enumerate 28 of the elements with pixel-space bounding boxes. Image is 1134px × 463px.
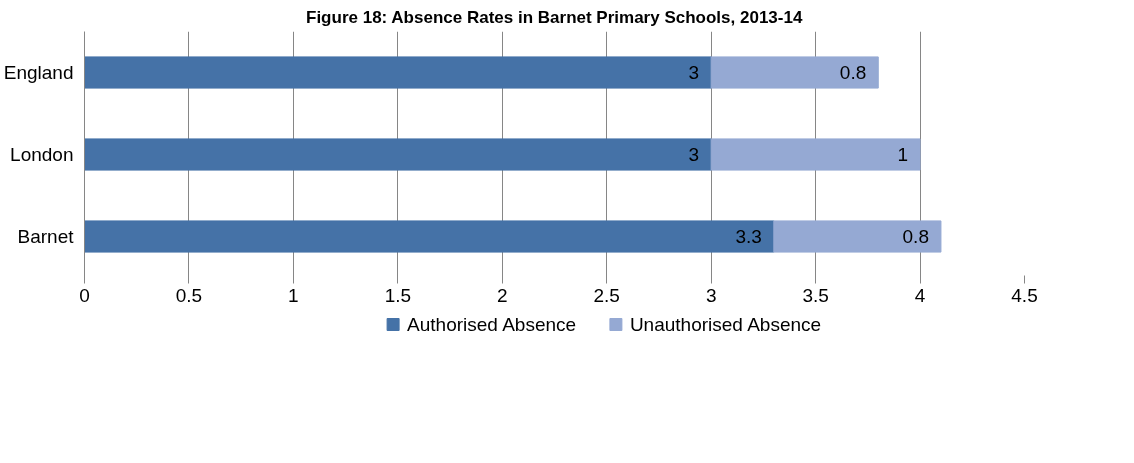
bar (84, 138, 712, 171)
data-label: 3.3 (735, 226, 762, 247)
x-tick-label: 2 (496, 284, 508, 306)
legend-label: Authorised Absence (407, 314, 577, 335)
x-tick-label: 0.5 (175, 284, 203, 306)
legend-label: Unauthorised Absence (629, 314, 822, 335)
bar (84, 56, 712, 89)
data-label: 1 (897, 144, 909, 165)
data-label: 3 (688, 144, 700, 165)
y-tick-label: London (10, 144, 74, 165)
bar (84, 220, 775, 253)
x-tick-label: 3.5 (802, 284, 829, 306)
data-label: 3 (688, 62, 700, 83)
x-tick-label: 4 (914, 284, 926, 306)
bar (773, 220, 942, 253)
chart-title: Figure 18: Absence Rates in Barnet Primary Schools, 2013-14 (306, 7, 803, 27)
x-tick-label: 0 (79, 284, 90, 306)
x-tick-label: 1 (288, 284, 299, 306)
x-tick-label: 1.5 (384, 284, 412, 306)
x-tick-label: 2.5 (593, 284, 620, 306)
bar (710, 138, 921, 171)
data-label: 0.8 (902, 226, 929, 247)
y-tick-label: Barnet (17, 226, 75, 247)
data-label: 0.8 (839, 62, 867, 83)
y-tick-label: England (3, 62, 74, 83)
x-tick-label: 3 (705, 284, 717, 306)
bar (710, 56, 879, 89)
x-tick-label: 4.5 (1011, 284, 1038, 306)
